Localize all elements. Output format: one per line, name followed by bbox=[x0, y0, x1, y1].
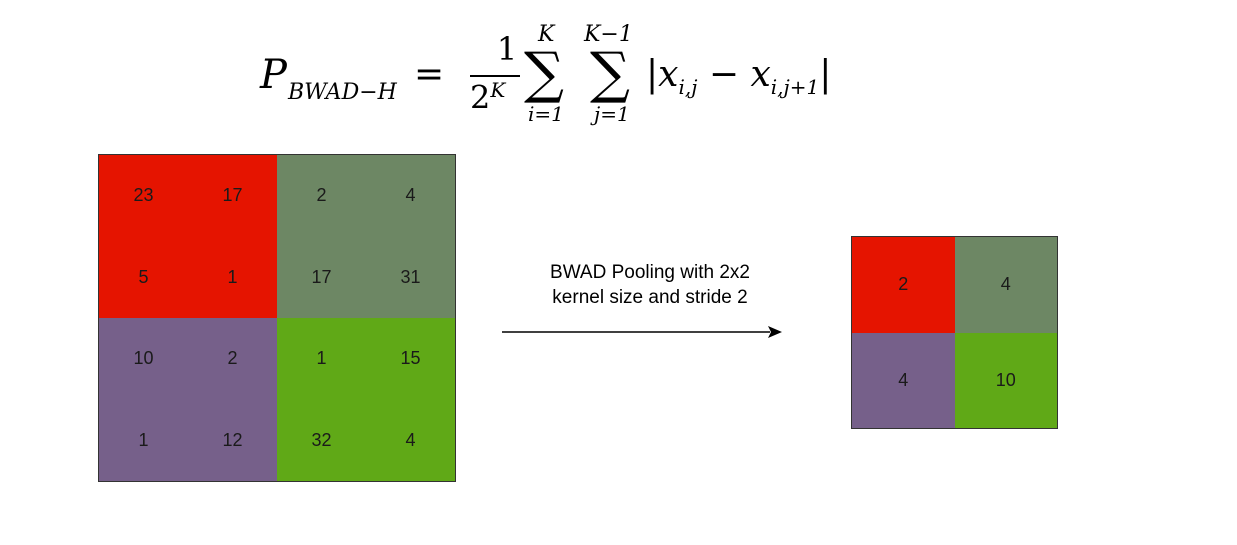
input-cell: 32 bbox=[277, 399, 366, 481]
formula-sum1-upper: K bbox=[538, 22, 555, 47]
input-cell: 4 bbox=[366, 155, 455, 237]
formula-denominator-base: 2 bbox=[470, 78, 491, 117]
formula-sum1-symbol: ∑ bbox=[524, 41, 564, 106]
formula-fraction-bar bbox=[470, 75, 520, 77]
input-cell: 17 bbox=[188, 155, 277, 237]
pooling-formula: P BWAD−H = 1 2K K ∑ i=1 K−1 ∑ j=1 |xi,j … bbox=[258, 22, 858, 132]
input-cell: 31 bbox=[366, 236, 455, 318]
input-cell: 5 bbox=[99, 236, 188, 318]
input-cell: 2 bbox=[188, 318, 277, 400]
input-cell: 1 bbox=[188, 236, 277, 318]
formula-numerator: 1 bbox=[496, 30, 518, 68]
formula-p: P bbox=[260, 52, 287, 98]
right-arrow-icon bbox=[502, 326, 782, 338]
formula-sum2-upper: K−1 bbox=[584, 22, 633, 47]
output-cell: 2 bbox=[852, 237, 955, 333]
formula-subscript: BWAD−H bbox=[288, 80, 397, 105]
formula-sum2-lower: j=1 bbox=[594, 102, 630, 126]
input-cell: 12 bbox=[188, 399, 277, 481]
input-cell: 4 bbox=[366, 399, 455, 481]
output-cell: 4 bbox=[852, 332, 955, 428]
formula-minus: − x bbox=[697, 54, 771, 95]
output-cell: 10 bbox=[954, 332, 1057, 428]
formula-abs-left: |x bbox=[646, 54, 679, 95]
input-matrix: 23 17 2 4 5 1 17 31 10 2 1 15 1 12 32 4 bbox=[98, 154, 456, 482]
formula-sum2-symbol: ∑ bbox=[590, 41, 630, 106]
operation-label: BWAD Pooling with 2x2 kernel size and st… bbox=[550, 262, 750, 308]
formula-sum1-lower: i=1 bbox=[528, 102, 564, 126]
output-matrix: 2 4 4 10 bbox=[851, 236, 1058, 429]
input-cell: 23 bbox=[99, 155, 188, 237]
formula-abs-term: |xi,j − xi,j+1| bbox=[646, 54, 831, 99]
formula-equals: = bbox=[414, 54, 445, 95]
input-cell: 15 bbox=[366, 318, 455, 400]
formula-denominator: 2K bbox=[470, 78, 505, 117]
input-cell: 10 bbox=[99, 318, 188, 400]
output-cell: 4 bbox=[954, 237, 1057, 333]
input-cell: 17 bbox=[277, 236, 366, 318]
formula-denominator-exp: K bbox=[490, 78, 506, 102]
input-cell: 1 bbox=[277, 318, 366, 400]
input-cell: 1 bbox=[99, 399, 188, 481]
input-cell: 2 bbox=[277, 155, 366, 237]
formula-term1-sub: i,j bbox=[678, 75, 698, 100]
formula-abs-right: | bbox=[819, 54, 832, 95]
formula-term2-sub: i,j+1 bbox=[770, 75, 820, 100]
